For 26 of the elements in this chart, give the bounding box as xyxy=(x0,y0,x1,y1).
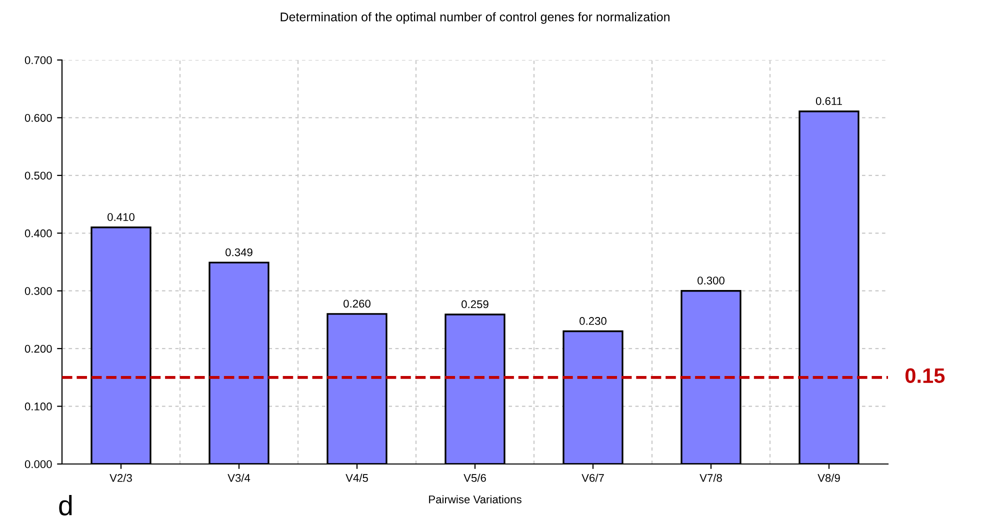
data-label: 0.230 xyxy=(580,317,606,325)
x-tick-label: V2/3 xyxy=(110,474,132,482)
y-tick-label: 0.100 xyxy=(24,402,52,410)
data-label: 0.349 xyxy=(226,248,252,256)
data-label: 0.410 xyxy=(108,213,134,222)
data-label: 0.611 xyxy=(816,97,842,106)
x-axis-title: Pairwise Variations xyxy=(429,495,522,504)
x-tick-label: V4/5 xyxy=(346,474,368,482)
x-tick-label: V6/7 xyxy=(582,474,604,482)
x-tick-label: V3/4 xyxy=(228,474,250,482)
data-label: 0.259 xyxy=(462,300,488,308)
text: d xyxy=(59,495,72,516)
y-tick-label: 0.600 xyxy=(24,114,52,122)
data-label: 0.260 xyxy=(344,300,370,308)
y-tick-label: 0.400 xyxy=(24,229,52,238)
x-tick-label: V8/9 xyxy=(818,474,840,482)
y-tick-label: 0.700 xyxy=(24,56,52,64)
y-tick-label: 0.500 xyxy=(24,172,52,180)
x-tick-label: V7/8 xyxy=(700,474,722,482)
y-tick-label: 0.200 xyxy=(24,344,52,353)
y-tick-label: 0.000 xyxy=(24,460,52,468)
y-tick-label: 0.300 xyxy=(24,287,52,295)
chart-title: Determination of the optimal number of control genes for normalization xyxy=(280,12,670,24)
data-label: 0.300 xyxy=(698,276,724,284)
x-tick-label: V5/6 xyxy=(464,474,486,482)
ref-line-label: 0.15 xyxy=(905,368,945,384)
